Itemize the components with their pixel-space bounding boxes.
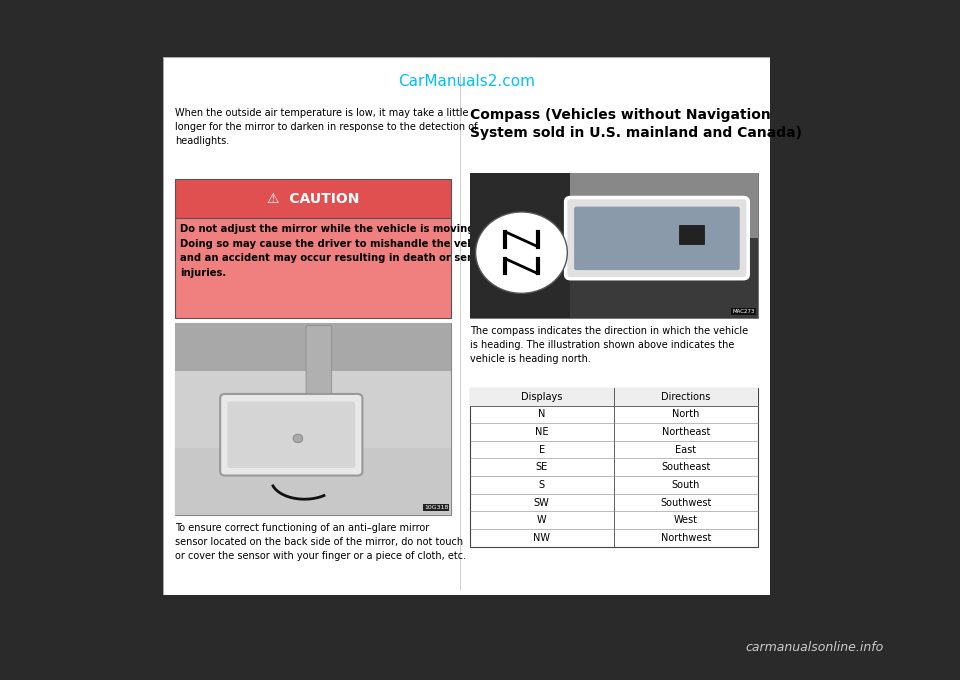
Text: When the outside air temperature is low, it may take a little
longer for the mir: When the outside air temperature is low,… <box>176 108 478 146</box>
Text: 10G318: 10G318 <box>424 505 448 510</box>
Polygon shape <box>561 238 564 262</box>
Bar <box>176 324 451 371</box>
Bar <box>469 173 757 238</box>
Text: South: South <box>672 480 700 490</box>
Text: Southeast: Southeast <box>661 462 710 472</box>
Bar <box>469 388 757 547</box>
Text: Displays: Displays <box>521 392 563 402</box>
FancyBboxPatch shape <box>306 326 332 411</box>
Text: To ensure correct functioning of an anti–glare mirror
sensor located on the back: To ensure correct functioning of an anti… <box>176 524 467 562</box>
Circle shape <box>475 212 567 293</box>
Text: NW: NW <box>533 532 550 543</box>
Text: ⚠  CAUTION: ⚠ CAUTION <box>267 192 360 205</box>
Bar <box>469 173 570 318</box>
Text: Compass (Vehicles without Navigation
System sold in U.S. mainland and Canada): Compass (Vehicles without Navigation Sys… <box>469 108 802 140</box>
FancyBboxPatch shape <box>565 197 748 279</box>
Text: NE: NE <box>535 427 548 437</box>
Bar <box>469 388 757 405</box>
Text: CarManuals2.com: CarManuals2.com <box>398 74 535 89</box>
Text: East: East <box>675 445 696 455</box>
Bar <box>176 180 451 218</box>
Text: Northwest: Northwest <box>660 532 711 543</box>
Text: Do not adjust the mirror while the vehicle is moving.
Doing so may cause the dri: Do not adjust the mirror while the vehic… <box>180 224 495 277</box>
Text: North: North <box>672 409 700 420</box>
Text: S: S <box>539 480 544 490</box>
Bar <box>176 218 451 318</box>
Bar <box>469 173 757 318</box>
Circle shape <box>293 434 302 443</box>
Bar <box>679 225 705 243</box>
Text: E: E <box>539 445 544 455</box>
Text: SW: SW <box>534 498 549 507</box>
Text: SE: SE <box>536 462 548 472</box>
Text: N: N <box>538 409 545 420</box>
FancyBboxPatch shape <box>574 207 740 270</box>
Text: carmanualsonline.info: carmanualsonline.info <box>745 641 883 654</box>
Bar <box>176 371 451 448</box>
Bar <box>176 448 451 515</box>
FancyBboxPatch shape <box>220 394 362 475</box>
Text: Southwest: Southwest <box>660 498 711 507</box>
Bar <box>176 324 451 515</box>
Text: Directions: Directions <box>661 392 710 402</box>
Text: Northeast: Northeast <box>661 427 710 437</box>
Text: The compass indicates the direction in which the vehicle
is heading. The illustr: The compass indicates the direction in w… <box>469 326 748 364</box>
Text: MAC273: MAC273 <box>732 309 755 313</box>
Text: West: West <box>674 515 698 525</box>
FancyBboxPatch shape <box>228 401 355 468</box>
Text: W: W <box>537 515 546 525</box>
